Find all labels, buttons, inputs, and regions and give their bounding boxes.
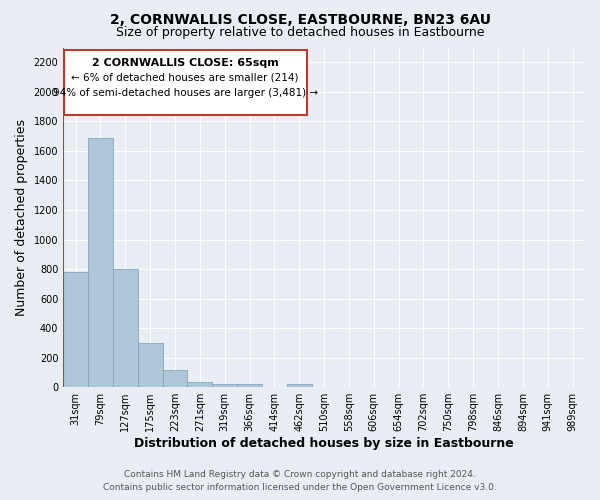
Bar [63,272,88,387]
Y-axis label: Number of detached properties: Number of detached properties [15,119,28,316]
Bar [138,343,163,387]
Bar [113,269,138,387]
Text: 2 CORNWALLIS CLOSE: 65sqm: 2 CORNWALLIS CLOSE: 65sqm [92,58,278,68]
Bar [212,384,237,387]
Bar [163,370,187,387]
Bar [287,384,311,387]
Text: Contains HM Land Registry data © Crown copyright and database right 2024.
Contai: Contains HM Land Registry data © Crown c… [103,470,497,492]
Text: 2, CORNWALLIS CLOSE, EASTBOURNE, BN23 6AU: 2, CORNWALLIS CLOSE, EASTBOURNE, BN23 6A… [110,12,491,26]
Bar [187,382,212,387]
Text: Size of property relative to detached houses in Eastbourne: Size of property relative to detached ho… [116,26,484,39]
Text: 94% of semi-detached houses are larger (3,481) →: 94% of semi-detached houses are larger (… [53,88,318,98]
Bar [88,138,113,387]
Text: ← 6% of detached houses are smaller (214): ← 6% of detached houses are smaller (214… [71,72,299,83]
Bar [237,384,262,387]
FancyBboxPatch shape [64,50,307,116]
X-axis label: Distribution of detached houses by size in Eastbourne: Distribution of detached houses by size … [134,437,514,450]
